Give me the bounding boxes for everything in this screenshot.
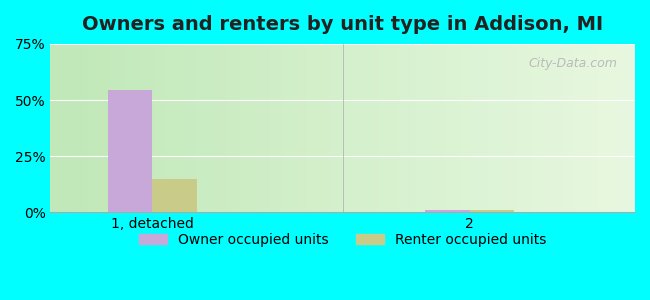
- Text: City-Data.com: City-Data.com: [528, 57, 618, 70]
- Bar: [108, 90, 152, 212]
- Bar: [152, 178, 196, 212]
- Title: Owners and renters by unit type in Addison, MI: Owners and renters by unit type in Addis…: [82, 15, 603, 34]
- Bar: [470, 211, 514, 212]
- Bar: [425, 211, 470, 212]
- Legend: Owner occupied units, Renter occupied units: Owner occupied units, Renter occupied un…: [133, 227, 552, 253]
